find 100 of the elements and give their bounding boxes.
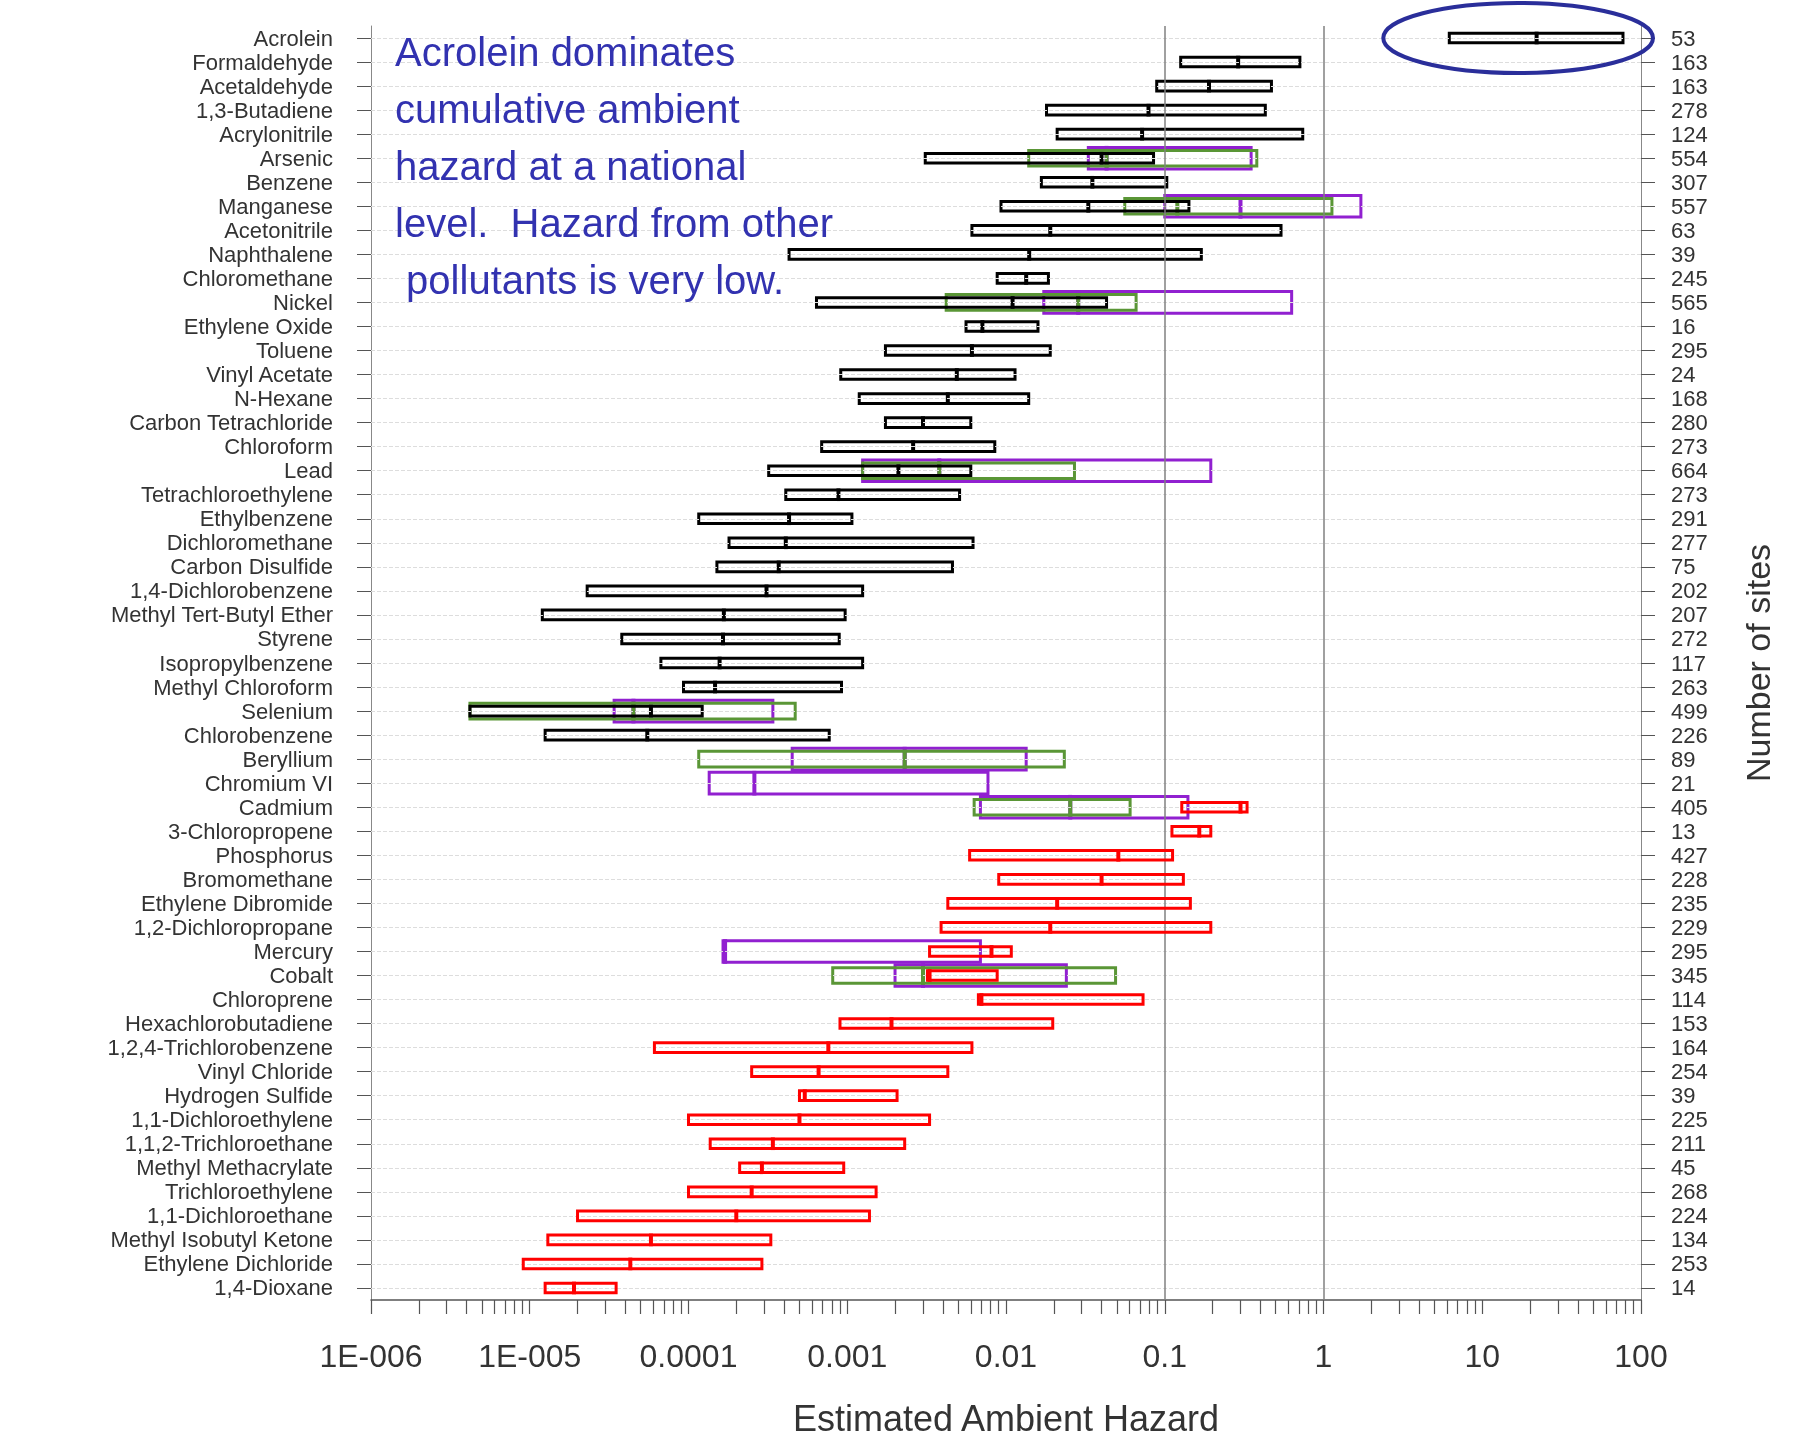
y-tick-label: Formaldehyde [192,49,333,75]
y2-tick-label: 245 [1671,265,1708,291]
y2-tick-label: 163 [1671,73,1708,99]
y-tick-label: Acrolein [253,25,333,51]
y-tick-label: Vinyl Acetate [206,362,333,388]
y2-tick-label: 235 [1671,890,1708,916]
x-tick-label: 100 [1614,1338,1668,1374]
y-tick-label: Toluene [255,338,333,364]
y2-tick-label: 273 [1671,434,1708,460]
y2-tick-label: 24 [1671,362,1696,388]
y2-tick-label: 117 [1671,650,1707,676]
y2-tick-label: 565 [1671,289,1708,315]
y2-tick-label: 202 [1671,578,1708,604]
x-tick-label: 1E-005 [478,1338,582,1374]
y-tick-label: Ethylene Dichloride [143,1251,333,1277]
y2-tick-label: 75 [1671,554,1696,580]
y-tick-label: Naphthalene [208,241,333,267]
y2-tick-label: 164 [1671,1035,1708,1061]
y-tick-label: 1,4-Dioxane [214,1275,333,1301]
y2-tick-label: 427 [1671,842,1708,868]
y-tick-label: Dichloromethane [166,530,333,556]
y2-tick-label: 295 [1671,338,1708,364]
y-tick-label: Carbon Disulfide [170,554,333,580]
y2-tick-label: 45 [1671,1155,1696,1181]
y2-tick-label: 226 [1671,722,1708,748]
y-tick-label: Methyl Methacrylate [136,1155,333,1181]
y-tick-label: 1,1-Dichloroethane [147,1203,333,1229]
y2-tick-label: 280 [1671,410,1708,436]
y2-tick-label: 253 [1671,1251,1708,1277]
y2-tick-label: 13 [1671,818,1696,844]
y2-tick-label: 499 [1671,698,1708,724]
y2-tick-label: 53 [1671,25,1696,51]
y2-tick-label: 39 [1671,1083,1696,1109]
y2-tick-label: 277 [1671,530,1708,556]
y-tick-label: Selenium [241,698,333,724]
y2-tick-label: 228 [1671,866,1708,892]
y-tick-label: Isopropylbenzene [159,650,333,676]
x-tick-label: 10 [1464,1338,1501,1374]
y-tick-label: Trichloroethylene [165,1179,333,1205]
y2-tick-label: 229 [1671,914,1708,940]
y2-tick-label: 16 [1671,313,1696,339]
x-tick-label: 0.0001 [639,1338,738,1374]
y-tick-label: Chloroform [224,434,333,460]
y2-tick-label: 263 [1671,674,1708,700]
y-tick-label: Ethylene Dibromide [141,890,333,916]
y-tick-label: Ethylbenzene [199,506,333,532]
y2-tick-label: 124 [1671,121,1708,147]
annotation: Acrolein dominates cumulative ambient hazard at a national level. Hazard from other pollutants is very low. [395,29,833,302]
y-tick-label: Nickel [273,289,333,315]
y2-tick-label: 268 [1671,1179,1708,1205]
y2-tick-label: 39 [1671,241,1696,267]
y-tick-label: 1,4-Dichlorobenzene [129,578,333,604]
x-tick-label: 0.01 [974,1338,1038,1374]
x-axis-title: Estimated Ambient Hazard [792,1397,1220,1439]
y-tick-label: Benzene [246,169,333,195]
y2-tick-label: 153 [1671,1011,1708,1037]
y-tick-label: Beryllium [242,746,333,772]
y2-tick-label: 345 [1671,962,1708,988]
y2-tick-label: 207 [1671,602,1708,628]
y2-tick-label: 278 [1671,97,1708,123]
x-tick-label: 0.1 [1142,1338,1187,1374]
y2-tick-label: 557 [1671,193,1708,219]
y-tick-label: Tetrachloroethylene [140,482,333,508]
y2-tick-label: 134 [1671,1227,1708,1253]
y2-tick-label: 168 [1671,386,1708,412]
y2-tick-label: 291 [1671,506,1708,532]
y2-tick-label: 211 [1671,1131,1707,1157]
y2-tick-label: 14 [1671,1275,1696,1301]
y2-tick-label: 114 [1671,987,1707,1013]
y2-tick-label: 272 [1671,626,1708,652]
y2-axis-title: Number of sites [1739,543,1777,783]
y-tick-label: Carbon Tetrachloride [129,410,333,436]
y-tick-label: Chlorobenzene [183,722,333,748]
y-tick-label: 1,2,4-Trichlorobenzene [107,1035,333,1061]
y2-tick-label: 163 [1671,49,1708,75]
y2-tick-label: 405 [1671,794,1708,820]
y-tick-label: Chloroprene [211,987,333,1013]
y2-tick-label: 224 [1671,1203,1708,1229]
y-tick-label: Hydrogen Sulfide [164,1083,333,1109]
y2-tick-label: 554 [1671,145,1708,171]
y-tick-label: Methyl Tert-Butyl Ether [110,602,333,628]
y-tick-label: N-Hexane [233,386,333,412]
y2-tick-label: 664 [1671,458,1708,484]
y2-tick-label: 307 [1671,169,1708,195]
y2-tick-label: 254 [1671,1059,1708,1085]
y2-tick-label: 21 [1671,770,1696,796]
x-tick-label: 1 [1314,1338,1333,1374]
y-tick-label: Vinyl Chloride [197,1059,333,1085]
y2-tick-label: 295 [1671,938,1708,964]
y-tick-label: Styrene [257,626,333,652]
y-tick-label: Arsenic [259,145,333,171]
y-tick-label: 1,1,2-Trichloroethane [124,1131,333,1157]
y-tick-label: 1,1-Dichloroethylene [131,1107,333,1133]
y2-tick-label: 63 [1671,217,1696,243]
x-tick-label: 1E-006 [319,1338,423,1374]
y2-tick-label: 89 [1671,746,1696,772]
y2-tick-label: 273 [1671,482,1708,508]
y-tick-label: Hexachlorobutadiene [125,1011,333,1037]
y-tick-label: Methyl Isobutyl Ketone [110,1227,333,1253]
y-tick-label: 3-Chloropropene [167,818,333,844]
